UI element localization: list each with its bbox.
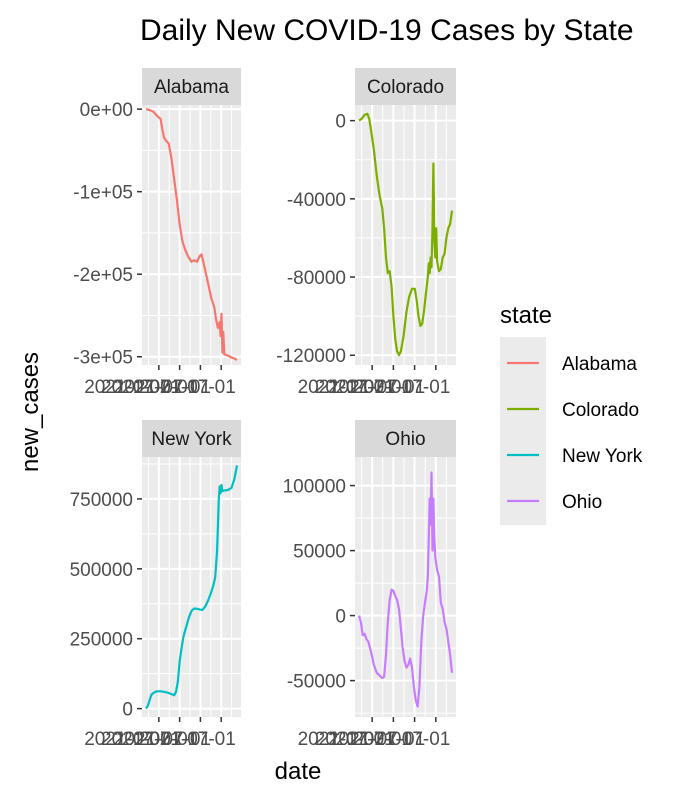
x-tick-label: 2021-07-01 <box>101 729 198 750</box>
legend-label: Alabama <box>562 354 637 375</box>
facet-strip-label: New York <box>151 429 232 450</box>
x-tick-label: 2021-07-01 <box>139 377 236 398</box>
y-tick-label: -1e+05 <box>73 183 133 204</box>
legend-title: state <box>500 302 552 329</box>
facet-panel: New York 0 250000 500000 750000 2021-07-01202… <box>70 420 241 750</box>
x-tick-label: 2021-07-01 <box>84 377 181 398</box>
facet-panel: Ohio 100000 50000 0 -50000 2021-07-012021-07-… <box>283 420 456 750</box>
y-tick-label: 250000 <box>70 630 133 651</box>
y-tick-label: -40000 <box>287 190 346 211</box>
legend-background <box>500 337 546 525</box>
facet-strip-label: Colorado <box>367 77 444 98</box>
x-tick-label: 2021-07-01 <box>298 729 395 750</box>
chart-title: Daily New COVID-19 Cases by State <box>140 14 634 47</box>
legend-label: Ohio <box>562 492 602 513</box>
y-tick-label: 0e+00 <box>80 100 133 121</box>
x-tick-label: 2021-07-01 <box>328 729 425 750</box>
x-tick-label: 2021-07-01 <box>315 729 412 750</box>
x-tick-label: 2021-07-01 <box>139 729 236 750</box>
legend: state Alabama Colorado New York Ohio <box>500 302 643 525</box>
panel-background <box>142 105 241 365</box>
x-tick-label: 2021-07-01 <box>353 729 450 750</box>
x-tick-label: 2021-07-01 <box>114 377 211 398</box>
series-line-alabama <box>145 108 238 361</box>
legend-label: New York <box>562 446 643 467</box>
y-tick-label: -120000 <box>276 346 346 367</box>
series-line-colorado <box>358 112 454 357</box>
y-tick-label: -80000 <box>287 268 346 289</box>
legend-label: Colorado <box>562 400 639 421</box>
y-tick-label: 50000 <box>293 542 346 563</box>
x-tick-label: 2021-07-01 <box>315 377 412 398</box>
legend-keys: Alabama Colorado New York Ohio <box>507 354 643 513</box>
x-tick-label: 2021-07-01 <box>298 377 395 398</box>
y-tick-label: 0 <box>122 700 133 721</box>
x-tick-label: 2021-07-01 <box>114 729 211 750</box>
facet-panel: Colorado 0 -40000 -80000 -120000 2021-07-0120… <box>276 68 456 398</box>
facet-strip <box>355 420 456 457</box>
facet-strip-label: Ohio <box>385 429 425 450</box>
y-tick-label: 100000 <box>283 477 346 498</box>
x-tick-label: 2021-07-01 <box>328 377 425 398</box>
y-tick-label: 0 <box>335 112 346 133</box>
facet-strip <box>142 420 241 457</box>
series-line-new-york <box>145 465 239 710</box>
x-axis-title: date <box>275 758 322 785</box>
x-tick-label: 2021-07-01 <box>353 377 450 398</box>
y-tick-label: -3e+05 <box>73 348 133 369</box>
facet-panel: Alabama 0e+00 -1e+05 -2e+05 -3e+05 2021-07-01… <box>73 68 241 398</box>
series-line-ohio <box>357 471 454 708</box>
panel-background <box>142 457 241 717</box>
y-tick-label: -2e+05 <box>73 265 133 286</box>
panel-background <box>355 457 456 717</box>
facet-strip <box>355 68 456 105</box>
y-axis-title: new_cases <box>17 352 44 472</box>
y-tick-label: 750000 <box>70 490 133 511</box>
y-tick-label: 500000 <box>70 560 133 581</box>
facet-strip <box>142 68 241 105</box>
facet-panels: Alabama 0e+00 -1e+05 -2e+05 -3e+05 2021-07-01… <box>70 68 456 750</box>
y-tick-label: -50000 <box>287 672 346 693</box>
y-tick-label: 0 <box>335 607 346 628</box>
x-tick-label: 2021-07-01 <box>84 729 181 750</box>
x-tick-label: 2021-07-01 <box>101 377 198 398</box>
facet-strip-label: Alabama <box>154 77 229 98</box>
